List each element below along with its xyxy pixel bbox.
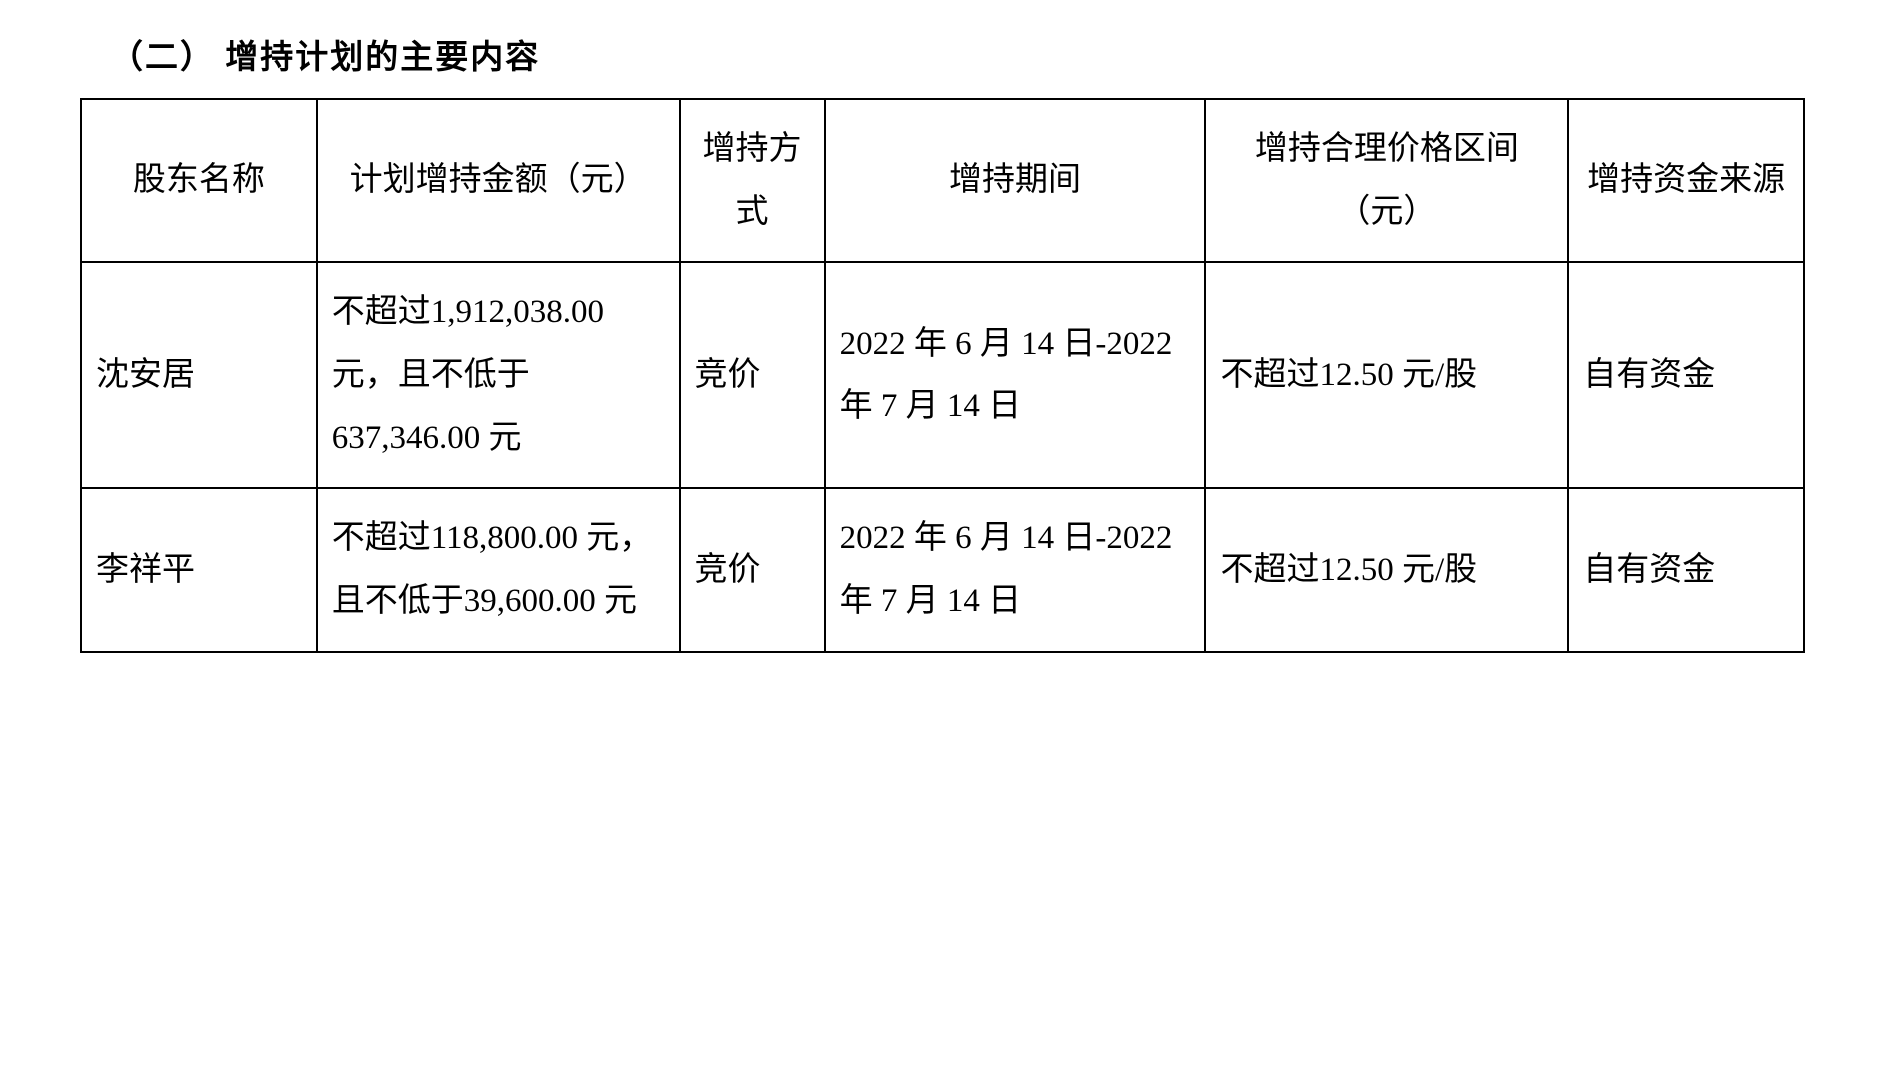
cell-method: 竞价 xyxy=(680,488,825,651)
cell-planned-amount: 不超过1,912,038.00元，且不低于637,346.00 元 xyxy=(317,262,680,488)
col-header-amount: 计划增持金额（元） xyxy=(317,99,680,262)
col-header-method: 增持方式 xyxy=(680,99,825,262)
cell-fund-source: 自有资金 xyxy=(1568,262,1804,488)
cell-method: 竞价 xyxy=(680,262,825,488)
cell-fund-source: 自有资金 xyxy=(1568,488,1804,651)
cell-shareholder-name: 沈安居 xyxy=(81,262,317,488)
cell-price-range: 不超过12.50 元/股 xyxy=(1205,488,1568,651)
cell-price-range: 不超过12.50 元/股 xyxy=(1205,262,1568,488)
col-header-shareholder: 股东名称 xyxy=(81,99,317,262)
table-header-row: 股东名称 计划增持金额（元） 增持方式 增持期间 增持合理价格区间（元） 增持资… xyxy=(81,99,1804,262)
cell-planned-amount: 不超过118,800.00 元，且不低于39,600.00 元 xyxy=(317,488,680,651)
cell-period: 2022 年 6 月 14 日-2022 年 7 月 14 日 xyxy=(825,262,1206,488)
table-row: 沈安居 不超过1,912,038.00元，且不低于637,346.00 元 竞价… xyxy=(81,262,1804,488)
cell-shareholder-name: 李祥平 xyxy=(81,488,317,651)
holdings-plan-table: 股东名称 计划增持金额（元） 增持方式 增持期间 增持合理价格区间（元） 增持资… xyxy=(80,98,1805,653)
section-title: （二） 增持计划的主要内容 xyxy=(80,30,1805,78)
col-header-price: 增持合理价格区间（元） xyxy=(1205,99,1568,262)
col-header-period: 增持期间 xyxy=(825,99,1206,262)
table-row: 李祥平 不超过118,800.00 元，且不低于39,600.00 元 竞价 2… xyxy=(81,488,1804,651)
cell-period: 2022 年 6 月 14 日-2022 年 7 月 14 日 xyxy=(825,488,1206,651)
col-header-source: 增持资金来源 xyxy=(1568,99,1804,262)
